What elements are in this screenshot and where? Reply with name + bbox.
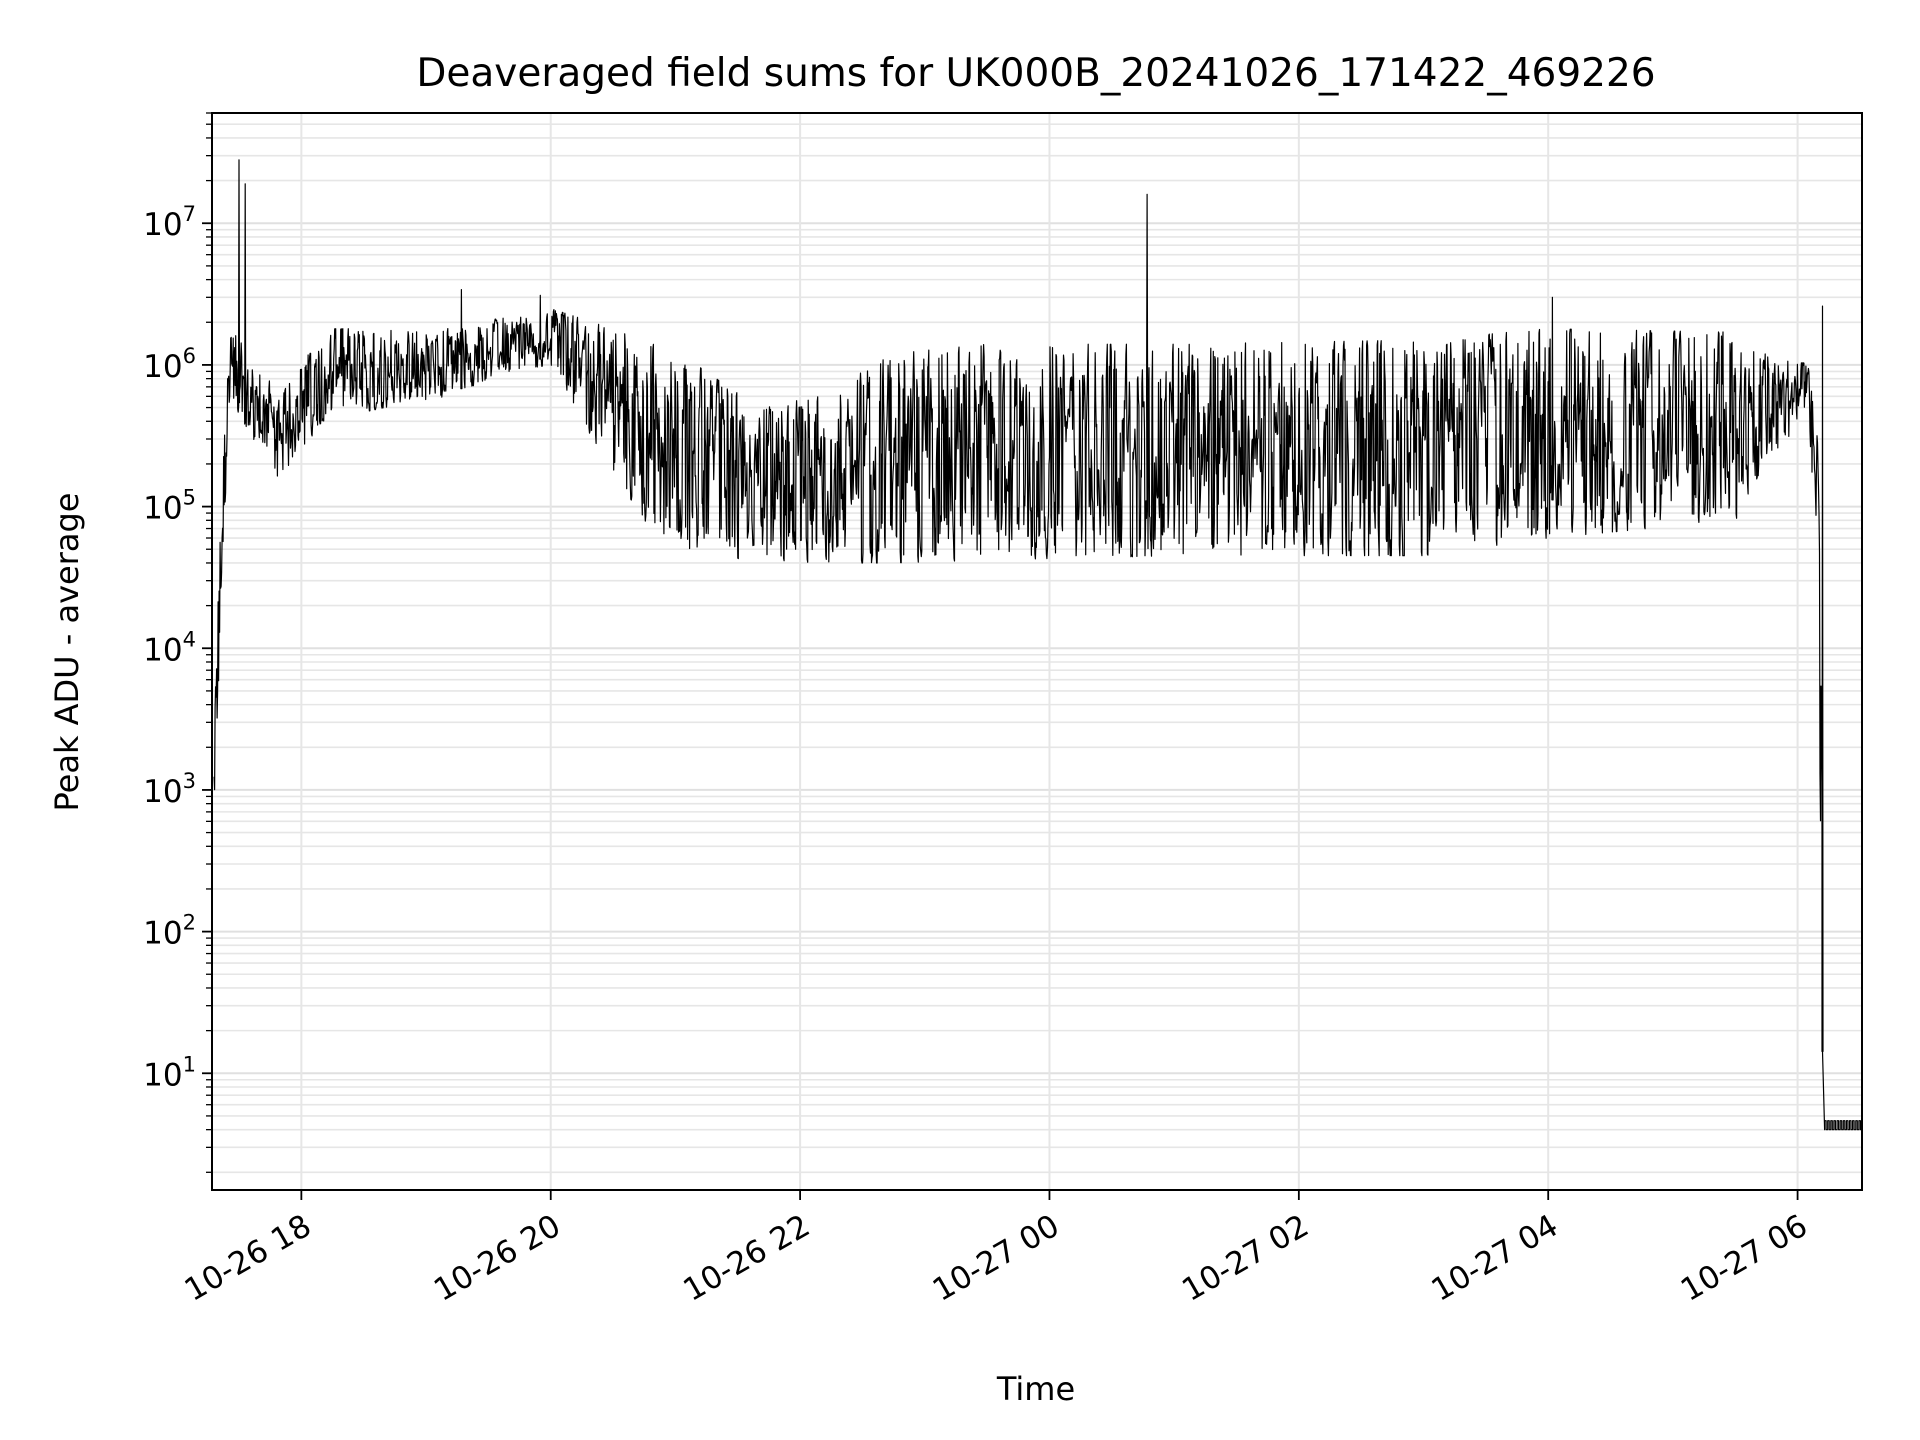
series-line: [213, 159, 1862, 1131]
plot-frame: [211, 112, 1863, 1191]
y-tick-label: 107: [143, 202, 196, 243]
y-tick-label: 102: [143, 911, 196, 952]
y-tick-label: 104: [143, 627, 196, 668]
plot-area: [213, 159, 1862, 1131]
grid: [212, 112, 1862, 1190]
y-tick-label: 106: [143, 344, 196, 385]
y-tick-label: 105: [143, 486, 196, 527]
chart-title: Deaveraged field sums for UK000B_2024102…: [416, 51, 1655, 96]
y-axis-label: Peak ADU - average: [48, 493, 86, 812]
y-tick-label: 103: [143, 769, 196, 810]
x-axis-label: Time: [996, 1370, 1075, 1408]
y-tick-label: 101: [143, 1052, 196, 1093]
